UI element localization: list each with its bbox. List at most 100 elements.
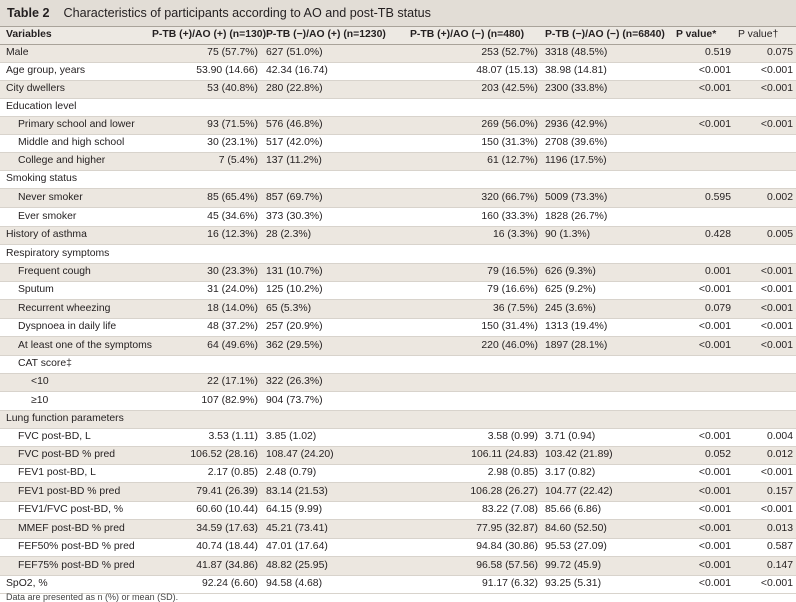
table-cell: 90 (1.3%) [545,229,591,241]
table-row: At least one of the symptoms 64 (49.6%) 36… [0,337,796,356]
table-cell: 47.01 (17.64) [266,541,328,553]
table-cell [150,171,258,188]
row-label: FEV1 post-BD, L [18,467,96,479]
table-cell: 61 (12.7%) [487,155,538,167]
table-cell: 0.075 [766,47,793,59]
table-cell: 0.587 [766,541,793,553]
table-cell [738,171,793,188]
table-cell: 96.58 (57.56) [476,559,538,571]
table-cell: 3.53 (1.11) [208,431,258,443]
table-cell [150,245,258,263]
header-ptb-pos-ao-neg: P-TB (+)/AO (−) (n=480) [410,29,525,41]
table-cell: 48.82 (25.95) [266,559,328,571]
table-cell: 103.42 (21.89) [545,449,613,461]
table-cell: 253 (52.7%) [481,47,538,59]
table-cell: 1196 (17.5%) [545,155,607,167]
table-cell: 373 (30.3%) [266,210,323,222]
table-cell: <0.001 [760,83,793,95]
table-caption: Characteristics of participants accordin… [63,6,431,20]
table-row: Respiratory symptoms [0,245,796,264]
table-cell [676,374,731,391]
table-row: FEV1 post-BD % pred 79.41 (26.39) 83.14 (2… [0,483,796,502]
table-cell: 92.24 (6.60) [201,578,258,590]
row-label: Primary school and lower [18,119,135,131]
row-label: Frequent cough [18,266,91,278]
row-label: Age group, years [6,65,86,77]
row-label: City dwellers [6,83,65,95]
table-cell: 106.11 (24.83) [471,449,538,461]
table-caption-bar: Table 2 Characteristics of participants … [0,0,796,26]
header-p-value-2: P value† [738,29,779,41]
table-cell: <0.001 [760,504,793,516]
table-cell: 83.22 (7.08) [481,504,538,516]
table-cell: <0.001 [760,284,793,296]
table-cell: 41.87 (34.86) [196,559,258,571]
table-cell: 38.98 (14.81) [545,65,607,77]
table-cell: 45 (34.6%) [207,210,258,222]
table-cell: 137 (11.2%) [266,155,322,167]
table-cell: 18 (14.0%) [207,302,258,314]
table-cell: <0.001 [698,65,731,77]
table-cell: 79.41 (26.39) [196,485,258,497]
table-cell [738,135,793,152]
table-cell: <0.001 [698,119,731,131]
table-cell: <0.001 [698,83,731,95]
row-label: SpO2, % [6,578,48,590]
table-cell: <0.001 [698,522,731,534]
table-cell: 2936 (42.9%) [545,119,608,131]
header-ptb-neg-ao-pos: P-TB (−)/AO (+) (n=1230) [266,29,386,41]
row-label: Smoking status [6,173,78,185]
table-cell [545,171,667,188]
table-cell: 150 (31.3%) [481,137,538,149]
table-cell: 106.52 (28.16) [190,449,258,461]
table-cell: 220 (46.0%) [481,339,538,351]
table-row: FEV1/FVC post-BD, % 60.60 (10.44) 64.15 (9… [0,502,796,520]
table-cell [150,411,258,428]
table-cell [150,99,258,116]
table-cell: 79 (16.6%) [487,284,538,296]
row-label: Dyspnoea in daily life [18,321,117,333]
table-cell [545,392,667,410]
table-cell: <0.001 [698,504,731,516]
table-cell [676,153,731,170]
table-cell: 0.052 [704,449,731,461]
table-row: Recurrent wheezing 18 (14.0%) 65 (5.3%) 36 … [0,300,796,319]
table-cell: 362 (29.5%) [266,339,323,351]
table-cell [545,374,667,391]
row-label: FVC post-BD, L [18,431,91,443]
table-cell [406,356,538,373]
table-cell: 904 (73.7%) [266,394,323,406]
table-cell: 627 (51.0%) [266,47,323,59]
row-label: Education level [6,101,77,113]
table-cell: 77.95 (32.87) [476,522,538,534]
table-cell [266,245,396,263]
table-cell: 3318 (48.5%) [545,47,608,59]
table-cell: 0.012 [766,449,793,461]
table-cell: 36 (7.5%) [492,302,538,314]
table-cell [738,374,793,391]
header-ptb-pos-ao-pos: P-TB (+)/AO (+) (n=130) [152,29,267,41]
table-cell [738,99,793,116]
table-cell: 45.21 (73.41) [266,522,328,534]
row-label: College and higher [18,155,106,167]
table-cell [406,171,538,188]
table-cell: 0.013 [766,522,793,534]
row-label: FEF50% post-BD % pred [18,541,135,553]
row-label: <10 [31,376,49,388]
table-cell: 48 (37.2%) [207,321,258,333]
table-cell: 48.07 (15.13) [476,65,538,77]
table-cell: 31 (24.0%) [207,284,258,296]
table-cell: 2300 (33.8%) [545,83,608,95]
table-cell [676,135,731,152]
table-cell [545,245,667,263]
table-cell: 203 (42.5%) [481,83,538,95]
table-cell [150,356,258,373]
table-cell: 517 (42.0%) [266,137,323,149]
table-body: Male 75 (57.7%) 627 (51.0%) 253 (52.7%) 3318… [0,45,796,594]
header-variables: Variables [6,29,52,41]
table-row: History of asthma 16 (12.3%) 28 (2.3%) 16 (… [0,227,796,245]
table-cell: 53.90 (14.66) [196,65,258,77]
table-cell: <0.001 [698,541,731,553]
table-cell: 106.28 (26.27) [470,485,538,497]
table-cell: <0.001 [698,578,731,590]
